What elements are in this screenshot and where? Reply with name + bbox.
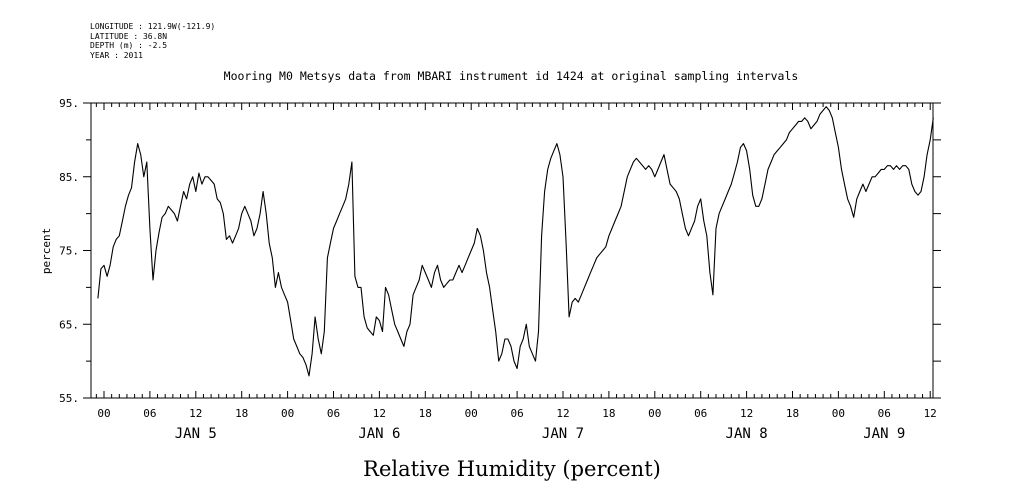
x-tick-label: 06 bbox=[327, 407, 340, 420]
x-tick-label: 06 bbox=[694, 407, 707, 420]
x-tick-label: 00 bbox=[281, 407, 294, 420]
x-tick-label: 00 bbox=[648, 407, 661, 420]
x-tick-label: 06 bbox=[143, 407, 156, 420]
x-tick-label: 12 bbox=[924, 407, 937, 420]
longitude-label: LONGITUDE : 121.9W(-121.9) bbox=[90, 22, 216, 31]
x-tick-label: 06 bbox=[510, 407, 523, 420]
y-tick-label: 65. bbox=[59, 318, 79, 331]
y-tick-label: 95. bbox=[59, 97, 79, 110]
x-tick-label: 06 bbox=[878, 407, 891, 420]
y-axis-label: percent bbox=[40, 228, 53, 274]
day-label: JAN 7 bbox=[542, 426, 584, 442]
x-tick-label: 00 bbox=[465, 407, 478, 420]
x-tick-label: 12 bbox=[373, 407, 386, 420]
day-label: JAN 5 bbox=[175, 426, 217, 442]
day-label: JAN 6 bbox=[358, 426, 400, 442]
x-tick-label: 12 bbox=[556, 407, 569, 420]
x-tick-label: 18 bbox=[786, 407, 799, 420]
x-tick-label: 12 bbox=[189, 407, 202, 420]
y-tick-label: 85. bbox=[59, 171, 79, 184]
humidity-series-line bbox=[97, 106, 934, 377]
x-tick-labels: 00 06 12 18 00 06 12 18 00 06 12 18 00 06 12 18 00 06 12 bbox=[97, 407, 936, 420]
depth-label: DEPTH (m) : -2.5 bbox=[90, 41, 168, 50]
x-tick-label: 00 bbox=[97, 407, 110, 420]
x-axis-label: Relative Humidity (percent) bbox=[363, 457, 661, 481]
year-label: YEAR : 2011 bbox=[90, 50, 143, 60]
x-tick-label: 18 bbox=[235, 407, 248, 420]
y-tick-label: 55. bbox=[59, 392, 79, 405]
day-label: JAN 8 bbox=[726, 426, 768, 442]
x-tick-label: 00 bbox=[832, 407, 845, 420]
x-tick-label: 18 bbox=[419, 407, 432, 420]
y-tick-label: 75. bbox=[59, 245, 79, 258]
axis-ticks bbox=[83, 102, 941, 399]
x-tick-label: 18 bbox=[602, 407, 615, 420]
x-tick-label: 12 bbox=[740, 407, 753, 420]
day-labels: JAN 5 JAN 6 JAN 7 JAN 8 JAN 9 bbox=[175, 426, 906, 442]
day-label: JAN 9 bbox=[863, 426, 905, 442]
chart-title: Mooring M0 Metsys data from MBARI instru… bbox=[224, 69, 799, 83]
latitude-label: LATITUDE : 36.8N bbox=[90, 31, 168, 41]
metadata-block: LONGITUDE : 121.9W(-121.9) LATITUDE : 36… bbox=[90, 22, 215, 60]
y-tick-labels: 55. 65. 75. 85. 95. bbox=[59, 97, 79, 405]
